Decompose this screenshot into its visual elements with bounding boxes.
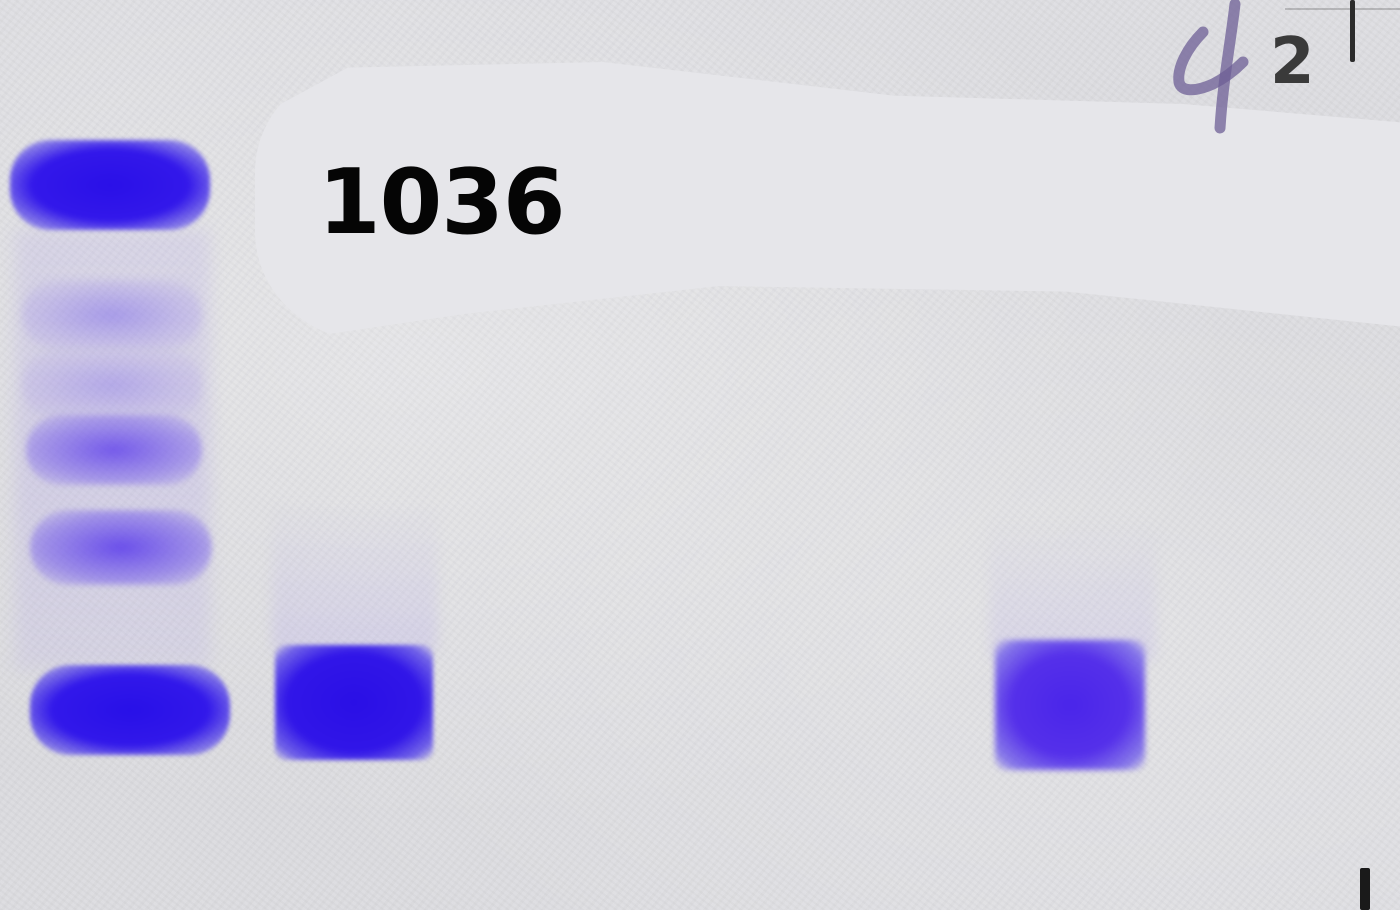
sample-lane-right-band <box>995 640 1145 770</box>
ladder-band-faint-2 <box>22 350 202 420</box>
ladder-band-bottom <box>30 665 230 755</box>
sample-lane-2-band <box>275 645 433 760</box>
ladder-band-top <box>10 140 210 230</box>
sample-lane-right-smear <box>990 520 1155 660</box>
tick-mark-icon <box>1360 868 1370 910</box>
ladder-band-medium-2 <box>30 510 212 585</box>
tick-mark-icon <box>1350 0 1355 62</box>
ladder-band-faint-1 <box>22 280 202 350</box>
sample-lane-2-smear <box>272 500 437 650</box>
ladder-band-medium-1 <box>26 415 202 485</box>
handwritten-four-icon <box>1173 0 1249 134</box>
sample-label: 1036 <box>318 150 565 255</box>
edge-line <box>1285 8 1400 10</box>
corner-mark: 2 <box>1270 25 1315 99</box>
